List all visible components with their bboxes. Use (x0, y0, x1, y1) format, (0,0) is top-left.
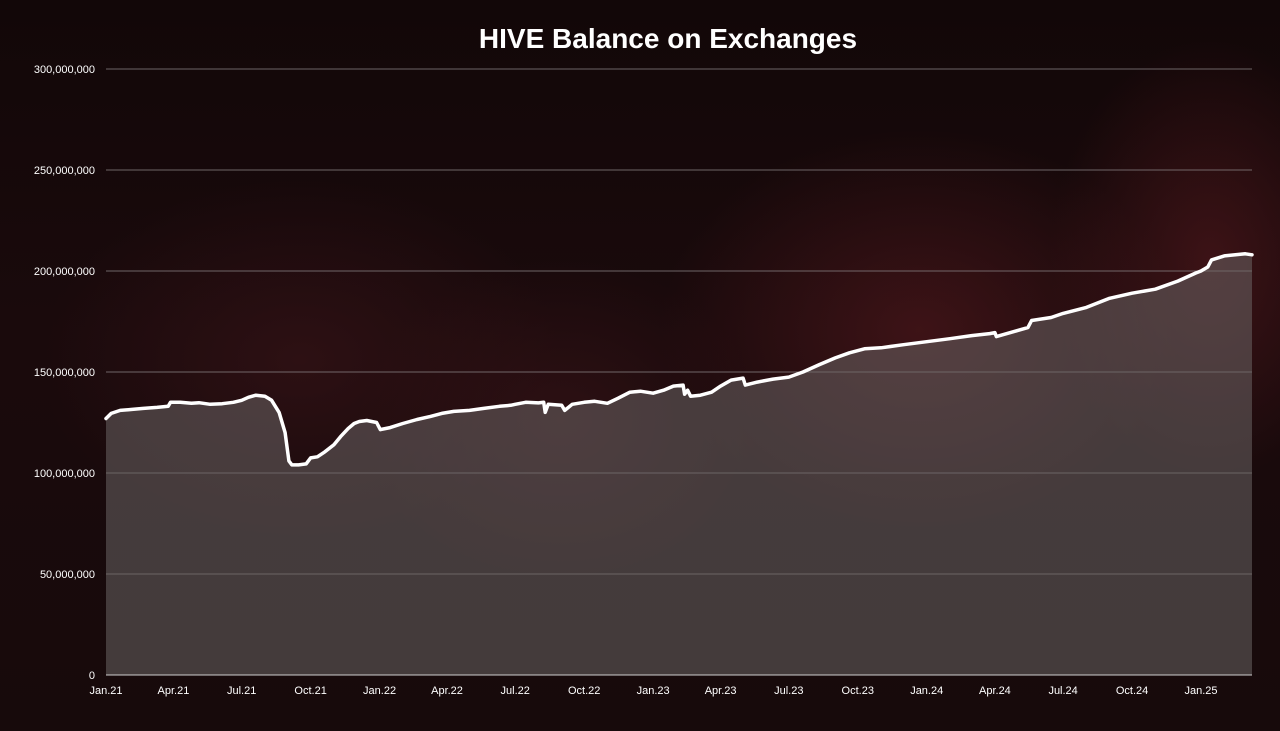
y-tick-label: 100,000,000 (34, 468, 95, 480)
y-tick-label: 250,000,000 (34, 165, 95, 177)
x-tick-label: Apr.23 (705, 685, 737, 697)
x-axis-tick-labels: Jan.21 Apr.21 Jul.21 Oct.21 Jan.22 Apr.22 Jul.… (89, 685, 1217, 697)
x-tick-label: Jul.23 (774, 685, 803, 697)
chart-title: HIVE Balance on Exchanges (479, 23, 857, 54)
series-area (106, 253, 1252, 676)
x-tick-label: Jan.21 (89, 685, 122, 697)
y-tick-label: 200,000,000 (34, 266, 95, 278)
x-tick-label: Jan.24 (910, 685, 943, 697)
x-tick-label: Jan.25 (1185, 685, 1218, 697)
x-tick-label: Jul.21 (227, 685, 256, 697)
x-tick-label: Apr.24 (979, 685, 1011, 697)
x-tick-label: Jan.23 (637, 685, 670, 697)
y-tick-label: 300,000,000 (34, 64, 95, 76)
y-axis-tick-labels: 0 50,000,000 100,000,000 150,000,000 200,000… (34, 64, 95, 682)
x-tick-label: Oct.21 (294, 685, 326, 697)
x-tick-label: Oct.22 (568, 685, 600, 697)
y-tick-label: 50,000,000 (40, 569, 95, 581)
series-line-group (104, 252, 1254, 467)
x-tick-label: Jan.22 (363, 685, 396, 697)
y-tick-label: 0 (89, 670, 95, 682)
x-tick-label: Oct.24 (1116, 685, 1148, 697)
y-tick-label: 150,000,000 (34, 367, 95, 379)
x-tick-label: Jul.24 (1048, 685, 1077, 697)
area-fill-group (106, 253, 1252, 676)
series-line (104, 252, 1254, 467)
x-tick-label: Apr.22 (431, 685, 463, 697)
x-tick-label: Jul.22 (501, 685, 530, 697)
x-tick-label: Apr.21 (158, 685, 190, 697)
x-tick-label: Oct.23 (842, 685, 874, 697)
